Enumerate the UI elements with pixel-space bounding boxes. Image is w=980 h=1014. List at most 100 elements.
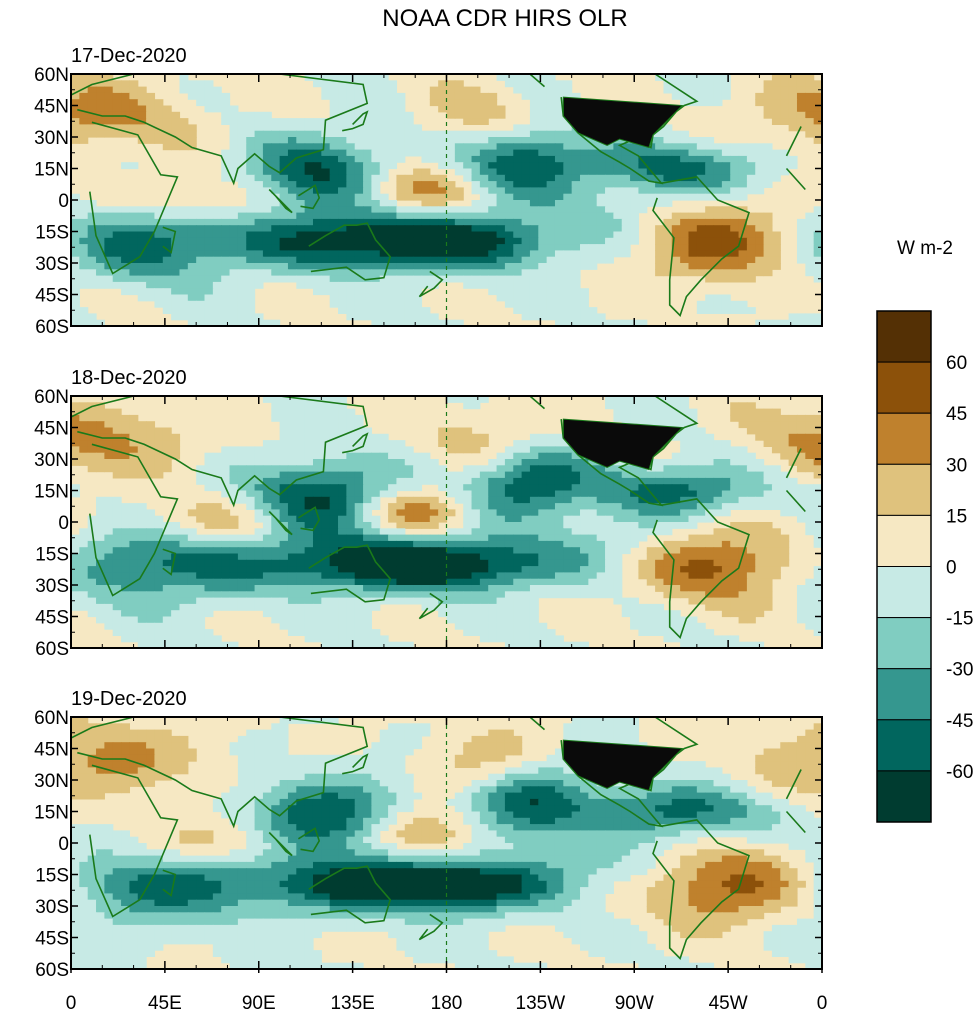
olr-cell (413, 218, 423, 226)
olr-cell (338, 446, 347, 454)
olr-cell (396, 149, 406, 157)
olr-cell (646, 559, 656, 567)
olr-cell (346, 281, 356, 289)
olr-cell (121, 218, 131, 226)
olr-cell (596, 174, 606, 182)
olr-cell (321, 269, 331, 277)
olr-cell (379, 250, 389, 258)
olr-cell (538, 155, 548, 163)
olr-cell (705, 597, 715, 605)
olr-cell (588, 540, 598, 548)
olr-cell (438, 566, 448, 573)
olr-cell (771, 105, 781, 113)
olr-cell (504, 566, 514, 573)
olr-cell (71, 597, 80, 605)
olr-cell (396, 269, 406, 277)
olr-cell (112, 566, 122, 573)
olr-cell (563, 275, 573, 283)
olr-cell (237, 566, 247, 573)
olr-cell (162, 597, 172, 605)
olr-cell (529, 155, 539, 163)
olr-cell (279, 130, 289, 138)
olr-cell (137, 99, 147, 107)
olr-cell (546, 465, 556, 473)
olr-cell (796, 105, 806, 113)
olr-cell (696, 515, 706, 523)
olr-cell (421, 187, 431, 195)
olr-cell (129, 225, 139, 233)
olr-cell (212, 515, 222, 523)
olr-cell (404, 471, 414, 479)
olr-cell (379, 477, 389, 485)
olr-cell (571, 319, 581, 326)
olr-cell (229, 313, 239, 321)
olr-cell (196, 263, 206, 270)
olr-cell (738, 471, 748, 479)
olr-cell (696, 269, 706, 277)
olr-cell (388, 484, 398, 492)
olr-cell (796, 313, 806, 321)
olr-cell (212, 256, 222, 264)
olr-cell (763, 572, 773, 580)
olr-cell (71, 421, 80, 429)
olr-cell (271, 275, 281, 283)
olr-cell (605, 553, 614, 561)
olr-cell (813, 509, 822, 517)
olr-cell (146, 433, 156, 441)
olr-cell (396, 130, 406, 138)
olr-cell (805, 212, 815, 220)
olr-cell (513, 137, 523, 144)
olr-cell (271, 540, 281, 548)
olr-cell (379, 231, 389, 239)
olr-cell (146, 452, 156, 460)
olr-cell (563, 193, 573, 201)
olr-cell (429, 187, 439, 195)
continent-outline (162, 226, 177, 254)
olr-cell (346, 74, 356, 81)
olr-cell (705, 484, 715, 492)
olr-cell (446, 534, 456, 542)
olr-cell (613, 218, 623, 226)
olr-cell (538, 74, 548, 81)
olr-cell (379, 300, 389, 308)
olr-cell (596, 465, 606, 473)
olr-cell (788, 99, 798, 107)
olr-cell (237, 459, 247, 466)
olr-cell (721, 471, 731, 479)
olr-cell (471, 540, 481, 548)
olr-cell (438, 509, 448, 517)
olr-cell (546, 440, 556, 447)
olr-cell (287, 528, 297, 536)
olr-cell (479, 275, 489, 283)
olr-cell (237, 553, 247, 561)
olr-cell (488, 559, 498, 567)
olr-cell (621, 225, 631, 233)
olr-cell (96, 459, 105, 466)
olr-cell (588, 477, 598, 485)
olr-cell (529, 503, 539, 510)
olr-cell (438, 206, 448, 214)
olr-cell (379, 540, 389, 548)
olr-cell (755, 610, 765, 618)
olr-cell (738, 193, 748, 201)
olr-cell (279, 503, 289, 510)
olr-cell (246, 212, 256, 220)
olr-cell (321, 603, 331, 611)
olr-cell (613, 237, 623, 245)
olr-cell (580, 528, 589, 536)
olr-cell (504, 80, 514, 88)
olr-cell (571, 559, 581, 567)
olr-cell (646, 528, 656, 536)
olr-cell (571, 281, 581, 289)
olr-cell (504, 446, 514, 454)
olr-cell (371, 250, 381, 258)
olr-cell (96, 281, 105, 289)
olr-cell (755, 149, 765, 157)
olr-cell (605, 540, 614, 548)
olr-cell (329, 503, 339, 510)
olr-cell (696, 503, 706, 510)
olr-cell (488, 143, 498, 151)
olr-cell (371, 155, 381, 163)
olr-cell (813, 319, 822, 326)
olr-cell (229, 294, 239, 302)
